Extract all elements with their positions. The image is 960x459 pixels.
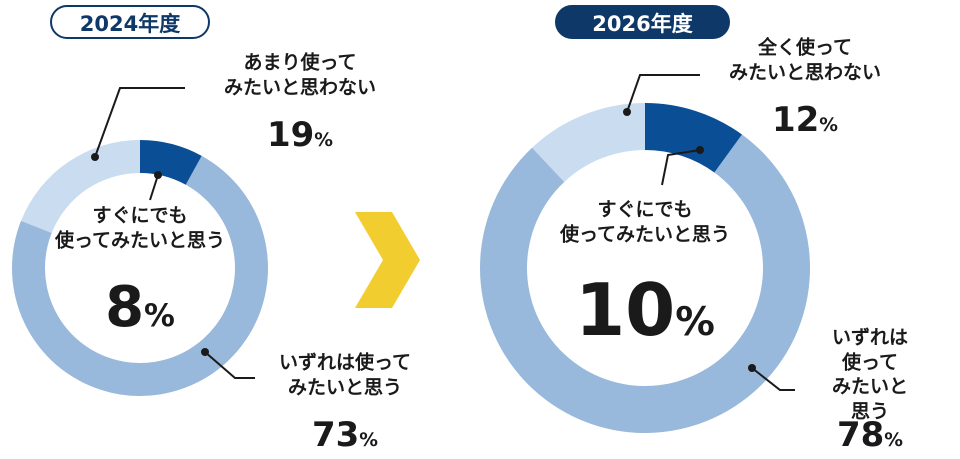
leader-dots [91, 108, 756, 372]
donut-segment [20, 140, 140, 234]
category-label: いずれは使って みたいと思う [278, 351, 412, 398]
donut-segment [479, 134, 810, 434]
category-label: すぐにでも 使ってみたいと思う [54, 204, 226, 251]
chart-title: 2024年度 [50, 5, 210, 39]
arrow [355, 212, 420, 308]
value-label: 78% [836, 415, 904, 455]
value-label: 12% [771, 100, 839, 140]
category-label: いずれは使って みたいと思う [831, 326, 908, 423]
leaders [94, 74, 795, 391]
value-label: 8% [105, 275, 175, 340]
category-label: すぐにでも 使ってみたいと思う [559, 198, 731, 245]
value-label: 73% [311, 415, 379, 455]
category-label: あまり使って みたいと思わない [223, 51, 377, 98]
chart-title: 2026年度 [555, 5, 730, 39]
value-label: 10% [575, 268, 715, 352]
donut-segment [645, 103, 742, 173]
value-label: 19% [266, 115, 334, 155]
category-label: 全く使って みたいと思わない [728, 36, 882, 83]
donut-segment [532, 103, 645, 182]
